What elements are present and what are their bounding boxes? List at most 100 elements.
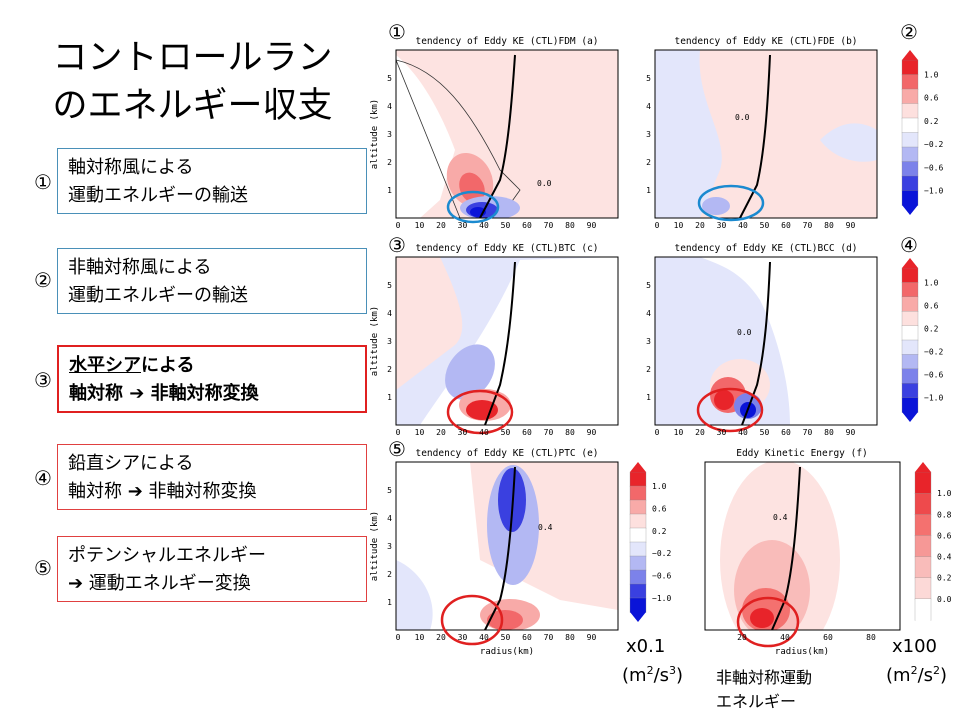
item-3-line2: 軸対称 ➔ 非軸対称変換 bbox=[69, 383, 259, 404]
ke-label-line2: エネルギー bbox=[716, 692, 797, 711]
panel-a-title: tendency of Eddy KE (CTL)FDM (a) bbox=[415, 36, 598, 47]
item-box-1: 軸対称風による 運動エネルギーの輸送 bbox=[57, 148, 367, 214]
panel-b-rmw-line bbox=[739, 54, 771, 218]
panel-a-xtick-0: 0 bbox=[396, 221, 401, 230]
panel-number-c: ③ bbox=[388, 233, 406, 257]
panel-a-frame bbox=[395, 49, 619, 219]
colorbar-a-bottom-arrow bbox=[902, 205, 918, 215]
colorbar-b-swatch-9 bbox=[901, 397, 919, 413]
colorbar-a-swatch-7 bbox=[901, 161, 919, 177]
panel-a-xtick-70: 70 bbox=[544, 221, 554, 230]
panel-d-xtick-70: 70 bbox=[803, 428, 813, 437]
colorbar-ke-top-arrow bbox=[915, 462, 931, 472]
colorbar-c-swatch-3 bbox=[629, 513, 647, 529]
ke-label-line1: 非軸対称運動 bbox=[716, 668, 813, 687]
panel-c-ytick-1: 1 bbox=[387, 393, 392, 402]
highlight-circle-d bbox=[696, 387, 764, 433]
colorbar-b-swatch-8 bbox=[901, 383, 919, 399]
panel-f-xtick-80: 80 bbox=[866, 633, 876, 642]
panel-e-xtick-50: 50 bbox=[501, 633, 511, 642]
panel-f-ke-core bbox=[750, 608, 774, 628]
panel-a-xtick-40: 40 bbox=[479, 221, 489, 230]
panel-a-xtick-10: 10 bbox=[415, 221, 425, 230]
colorbar-c-swatch-9 bbox=[629, 597, 647, 613]
panel-c-xtick-60: 60 bbox=[522, 428, 532, 437]
panel-c-ytick-2: 2 bbox=[387, 365, 392, 374]
highlight-circle-c bbox=[446, 389, 514, 435]
colorbar-b-label-2: 0.2 bbox=[924, 324, 939, 333]
panel-d-xtick-60: 60 bbox=[781, 428, 791, 437]
item-1-line2: 運動エネルギーの輸送 bbox=[68, 185, 248, 206]
panel-f-xtick-60: 60 bbox=[823, 633, 833, 642]
colorbar-ke-label-1: 0.8 bbox=[937, 510, 952, 519]
colorbar-b-swatch-5 bbox=[901, 339, 919, 356]
panel-b-title: tendency of Eddy KE (CTL)FDE (b) bbox=[674, 36, 857, 47]
colorbar-ke-label-2: 0.6 bbox=[937, 531, 952, 540]
colorbar-c-swatch-1 bbox=[629, 485, 647, 501]
unit-note-tendency: (m2/s3) bbox=[622, 664, 684, 686]
panel-e-xtick-10: 10 bbox=[415, 633, 425, 642]
panel-b-xtick-0: 0 bbox=[655, 221, 660, 230]
panel-c-xtick-10: 10 bbox=[415, 428, 425, 437]
colorbar-b-label-5: −1.0 bbox=[924, 394, 943, 403]
item-2-line1: 非軸対称風による bbox=[68, 257, 212, 278]
panel-a-ytick-4: 4 bbox=[387, 102, 392, 111]
colorbar-b-label-0: 1.0 bbox=[924, 278, 939, 287]
panel-a-ytick-5: 5 bbox=[387, 74, 392, 83]
panel-c-positive-band bbox=[396, 257, 463, 390]
panel-b-ytick-5: 5 bbox=[646, 74, 651, 83]
panel-e-xtick-20: 20 bbox=[436, 633, 446, 642]
colorbar-b-swatch-3 bbox=[901, 311, 919, 327]
panel-b-negative-core bbox=[702, 197, 730, 215]
panel-number-a: ① bbox=[388, 20, 406, 44]
colorbar-a-swatch-5 bbox=[901, 132, 919, 148]
panel-c-xtick-30: 30 bbox=[458, 428, 468, 437]
colorbar-a-swatch-8 bbox=[901, 175, 919, 192]
panel-c-ytick-3: 3 bbox=[387, 337, 392, 346]
panel-e-xtick-40: 40 bbox=[479, 633, 489, 642]
panel-a-contour-label: 0.0 bbox=[537, 179, 552, 188]
panel-d-title: tendency of Eddy KE (CTL)BCC (d) bbox=[674, 243, 857, 254]
panel-a-ylabel: altitude (km) bbox=[370, 99, 380, 169]
panel-e-ytick-1: 1 bbox=[387, 598, 392, 607]
panel-e-ytick-4: 4 bbox=[387, 514, 392, 523]
panel-c-ytick-4: 4 bbox=[387, 309, 392, 318]
slide-title-line1: コントロールラン bbox=[52, 38, 333, 78]
panel-d-ytick-5: 5 bbox=[646, 281, 651, 290]
colorbar-b-top-arrow bbox=[902, 258, 918, 268]
highlight-circle-a bbox=[446, 190, 500, 224]
panel-d-rmw-line bbox=[741, 261, 771, 425]
panel-d-frame bbox=[654, 256, 878, 426]
colorbar-c-swatch-4 bbox=[629, 527, 647, 543]
colorbar-a-label-2: 0.2 bbox=[924, 117, 939, 126]
colorbar-c-label-0: 1.0 bbox=[652, 482, 667, 491]
panel-e-xtick-90: 90 bbox=[587, 633, 597, 642]
colorbar-ke-swatch-3 bbox=[914, 535, 932, 558]
panel-d-xtick-0: 0 bbox=[655, 428, 660, 437]
colorbar-ke-bottom-arrow bbox=[915, 620, 931, 630]
panel-e-title: tendency of Eddy KE (CTL)PTC (e) bbox=[415, 448, 598, 459]
colorbar-a-label-3: −0.2 bbox=[924, 140, 943, 149]
colorbar-b-swatch-2 bbox=[901, 296, 919, 312]
colorbar-ke-swatch-2 bbox=[914, 514, 932, 537]
panel-e: 0.4 tendency of Eddy KE (CTL)PTC (e) bbox=[395, 448, 619, 631]
item-number-1: ① bbox=[34, 170, 52, 194]
panel-a-positive-core bbox=[459, 172, 485, 204]
panel-e-positive-core bbox=[487, 610, 523, 630]
panel-b-ytick-1: 1 bbox=[646, 186, 651, 195]
panel-c-xtick-80: 80 bbox=[565, 428, 575, 437]
colorbar-a-label-1: 0.6 bbox=[924, 94, 939, 103]
panel-a-contour-1 bbox=[396, 59, 521, 218]
panel-b-xtick-80: 80 bbox=[824, 221, 834, 230]
panel-e-contour-label: 0.4 bbox=[538, 523, 553, 532]
panel-d-xtick-50: 50 bbox=[760, 428, 770, 437]
panel-c-rmw-line bbox=[484, 261, 516, 425]
panel-d-xtick-30: 30 bbox=[717, 428, 727, 437]
panel-e-xtick-70: 70 bbox=[544, 633, 554, 642]
panel-number-d: ④ bbox=[900, 233, 918, 257]
colorbar-c-swatch-5 bbox=[629, 541, 647, 557]
highlight-circle-f bbox=[736, 596, 800, 648]
panel-e-ylabel: altitude (km) bbox=[370, 511, 380, 581]
panel-b-xtick-30: 30 bbox=[717, 221, 727, 230]
colorbar-b-label-4: −0.6 bbox=[924, 371, 943, 380]
